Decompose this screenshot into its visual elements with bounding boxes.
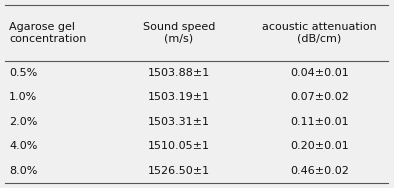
Text: 1.0%: 1.0%	[9, 92, 37, 102]
Text: 1503.19±1: 1503.19±1	[148, 92, 210, 102]
Text: 1526.50±1: 1526.50±1	[148, 166, 210, 176]
Text: 4.0%: 4.0%	[9, 141, 37, 151]
Text: acoustic attenuation
(dB/cm): acoustic attenuation (dB/cm)	[262, 22, 377, 44]
Text: 1510.05±1: 1510.05±1	[148, 141, 210, 151]
Text: 0.46±0.02: 0.46±0.02	[290, 166, 349, 176]
Text: Sound speed
(m/s): Sound speed (m/s)	[143, 22, 215, 44]
Text: 0.20±0.01: 0.20±0.01	[290, 141, 349, 151]
Text: 0.07±0.02: 0.07±0.02	[290, 92, 349, 102]
Text: 2.0%: 2.0%	[9, 117, 37, 127]
Text: 0.11±0.01: 0.11±0.01	[290, 117, 349, 127]
Text: 1503.31±1: 1503.31±1	[148, 117, 210, 127]
Text: 1503.88±1: 1503.88±1	[148, 68, 210, 78]
Text: Agarose gel
concentration: Agarose gel concentration	[9, 22, 87, 44]
Text: 0.5%: 0.5%	[9, 68, 37, 78]
Text: 8.0%: 8.0%	[9, 166, 37, 176]
Text: 0.04±0.01: 0.04±0.01	[290, 68, 349, 78]
